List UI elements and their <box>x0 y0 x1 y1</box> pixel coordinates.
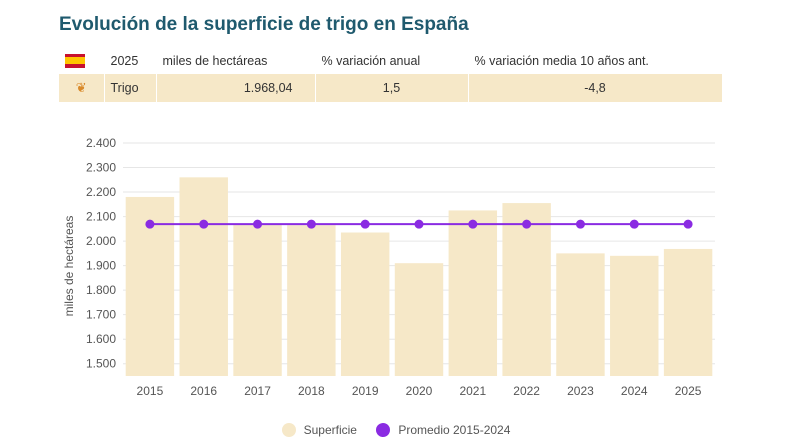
average-point-2022[interactable] <box>522 219 532 229</box>
bar-2019[interactable] <box>340 232 390 376</box>
average-point-2018[interactable] <box>306 219 316 229</box>
x-tick-label: 2017 <box>244 384 271 398</box>
legend-line-swatch <box>376 423 391 437</box>
y-tick-label: 2.100 <box>86 210 116 224</box>
legend-item-line[interactable]: Promedio 2015-2024 <box>376 423 510 437</box>
x-tick-label: 2020 <box>406 384 433 398</box>
legend: Superficie Promedio 2015-2024 <box>0 423 792 440</box>
bar-2022[interactable] <box>502 203 551 376</box>
bar-2016[interactable] <box>179 177 228 376</box>
wheat-cell: ❦ <box>59 74 105 102</box>
y-tick-label: 1.700 <box>86 308 116 322</box>
average-point-2020[interactable] <box>414 219 424 229</box>
summary-header-row: 2025 miles de hectáreas % variación anua… <box>59 47 723 74</box>
y-tick-labels: 1.500 1.600 1.700 1.800 1.900 2.000 2.100 2.200… <box>86 136 116 371</box>
x-tick-label: 2022 <box>513 384 540 398</box>
legend-bar-swatch <box>281 423 296 437</box>
header-annual-change: % variación anual <box>315 47 469 74</box>
value-hectares: 1.968,04 <box>156 74 316 102</box>
y-tick-label: 1.500 <box>86 357 116 371</box>
y-tick-label: 1.900 <box>86 259 116 273</box>
x-tick-label: 2021 <box>459 384 486 398</box>
value-annual-change: 1,5 <box>315 74 469 102</box>
bar-2018[interactable] <box>287 225 336 376</box>
flag-cell <box>59 47 105 74</box>
bar-2025[interactable] <box>663 248 713 376</box>
average-point-2017[interactable] <box>253 219 263 229</box>
x-tick-label: 2016 <box>190 384 217 398</box>
average-point-2021[interactable] <box>468 219 478 229</box>
x-tick-labels: 2015 2016 2017 2018 2019 2020 2021 2022 2023 2024… <box>137 384 702 398</box>
bar-2020[interactable] <box>394 263 444 376</box>
legend-bar-label: Superficie <box>303 423 357 437</box>
legend-line-label: Promedio 2015-2024 <box>398 423 511 437</box>
x-tick-label: 2015 <box>137 384 164 398</box>
y-tick-label: 2.000 <box>86 234 116 248</box>
y-tick-label: 1.600 <box>86 332 116 346</box>
average-point-2023[interactable] <box>575 219 585 229</box>
bar-2024[interactable] <box>610 255 659 376</box>
value-ten-year-change: -4,8 <box>468 74 723 102</box>
header-hectares: miles de hectáreas <box>156 47 316 74</box>
x-tick-label: 2018 <box>298 384 325 398</box>
summary-table: 2025 miles de hectáreas % variación anua… <box>59 47 723 102</box>
row-label: Trigo <box>104 74 157 102</box>
x-tick-label: 2024 <box>621 384 648 398</box>
average-line <box>145 219 693 229</box>
page-title: Evolución de la superficie de trigo en E… <box>59 14 469 35</box>
average-point-2025[interactable] <box>683 219 693 229</box>
y-axis-label: miles de hectáreas <box>62 216 76 317</box>
x-tick-label: 2023 <box>567 384 594 398</box>
header-year: 2025 <box>104 47 157 74</box>
bars <box>125 177 713 376</box>
y-tick-label: 1.800 <box>86 283 116 297</box>
header-ten-year-change: % variación media 10 años ant. <box>468 47 723 74</box>
bar-2023[interactable] <box>556 253 605 376</box>
bar-2017[interactable] <box>233 223 282 376</box>
bar-2021[interactable] <box>448 210 498 376</box>
y-tick-label: 2.300 <box>86 161 116 175</box>
average-point-2024[interactable] <box>629 219 639 229</box>
average-point-2015[interactable] <box>145 219 155 229</box>
average-point-2016[interactable] <box>199 219 209 229</box>
y-tick-label: 2.200 <box>86 185 116 199</box>
legend-item-bars[interactable]: Superficie <box>281 423 357 437</box>
spain-flag-icon <box>65 53 85 68</box>
y-tick-label: 2.400 <box>86 136 116 150</box>
summary-data-row: ❦ Trigo 1.968,04 1,5 -4,8 <box>59 74 723 102</box>
wheat-icon: ❦ <box>75 80 87 95</box>
x-tick-label: 2025 <box>675 384 702 398</box>
average-point-2019[interactable] <box>360 219 370 229</box>
x-tick-label: 2019 <box>352 384 379 398</box>
